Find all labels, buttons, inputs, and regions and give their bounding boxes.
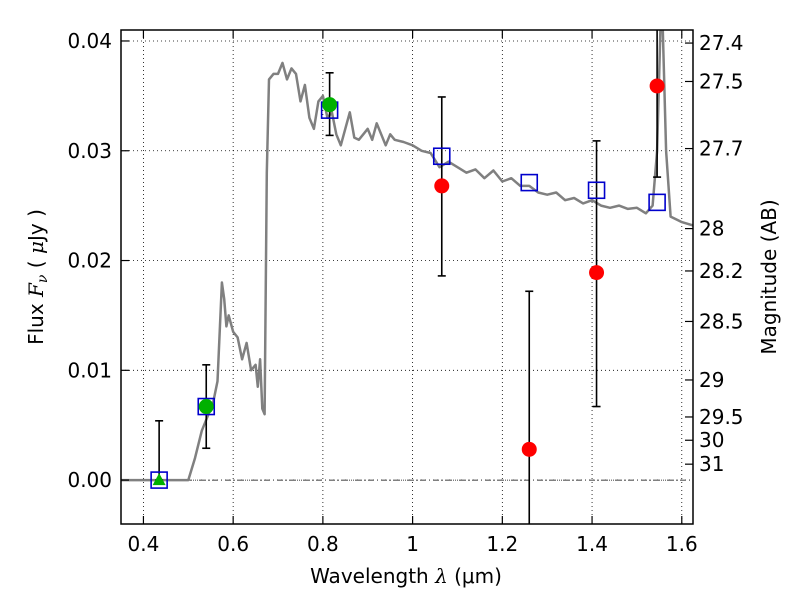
y2-tick-label: 28.5 xyxy=(699,309,744,333)
model-flux-square xyxy=(587,181,606,200)
y2-tick-label: 29 xyxy=(699,368,724,392)
y2-tick-label: 28 xyxy=(699,217,724,241)
y-tick-label: 0.01 xyxy=(67,358,112,382)
plot-frame xyxy=(120,29,694,525)
y2-tick-label: 31 xyxy=(699,452,724,476)
x-tick-label: 1 xyxy=(406,532,419,556)
upper-limit-point xyxy=(152,473,166,486)
model-flux-square xyxy=(197,397,216,416)
model-spectrum-line xyxy=(121,30,693,482)
model-flux-square xyxy=(520,173,539,192)
grid-lines xyxy=(121,30,693,524)
x-tick-label: 1.6 xyxy=(666,532,698,556)
x-tick-label: 1.2 xyxy=(486,532,518,556)
y2-tick-label: 27.4 xyxy=(699,31,744,55)
detected-point xyxy=(322,97,338,113)
y-tick-label: 0.00 xyxy=(67,468,112,492)
observed-point xyxy=(649,78,665,94)
y-axis-label: Flux Fν ( μJy ) xyxy=(24,209,51,345)
detected-point xyxy=(198,399,214,415)
y2-tick-label: 27.7 xyxy=(699,137,744,161)
y2-axis-label: Magnitude (AB) xyxy=(757,199,781,354)
y-tick-label: 0.03 xyxy=(67,139,112,163)
model-flux-square xyxy=(648,193,666,212)
x-tick-label: 0.4 xyxy=(128,532,160,556)
y2-tick-label: 28.2 xyxy=(699,259,744,283)
y2-tick-label: 27.5 xyxy=(699,69,744,93)
observed-point xyxy=(589,265,605,281)
x-axis-label: Wavelength λ (μm) xyxy=(310,564,502,588)
model-flux-square xyxy=(432,147,451,166)
model-flux-square xyxy=(150,471,168,489)
x-tick-label: 1.4 xyxy=(576,532,608,556)
y2-tick-label: 29.5 xyxy=(699,405,744,429)
data-markers xyxy=(150,78,666,489)
y-tick-label: 0.02 xyxy=(67,249,112,273)
y-tick-label: 0.04 xyxy=(67,29,112,53)
y2-tick-label: 30 xyxy=(699,428,724,452)
tick-labels: 0.4 0.6 0.8 1 1.2 1.4 1.6 0.00 0.01 0.02 0.03 0.04 2… xyxy=(67,29,743,556)
observed-point xyxy=(434,178,450,194)
x-tick-label: 0.8 xyxy=(307,532,339,556)
error-bars xyxy=(155,30,662,524)
axis-ticks xyxy=(121,30,693,524)
observed-point xyxy=(521,441,537,457)
x-tick-label: 0.6 xyxy=(217,532,249,556)
